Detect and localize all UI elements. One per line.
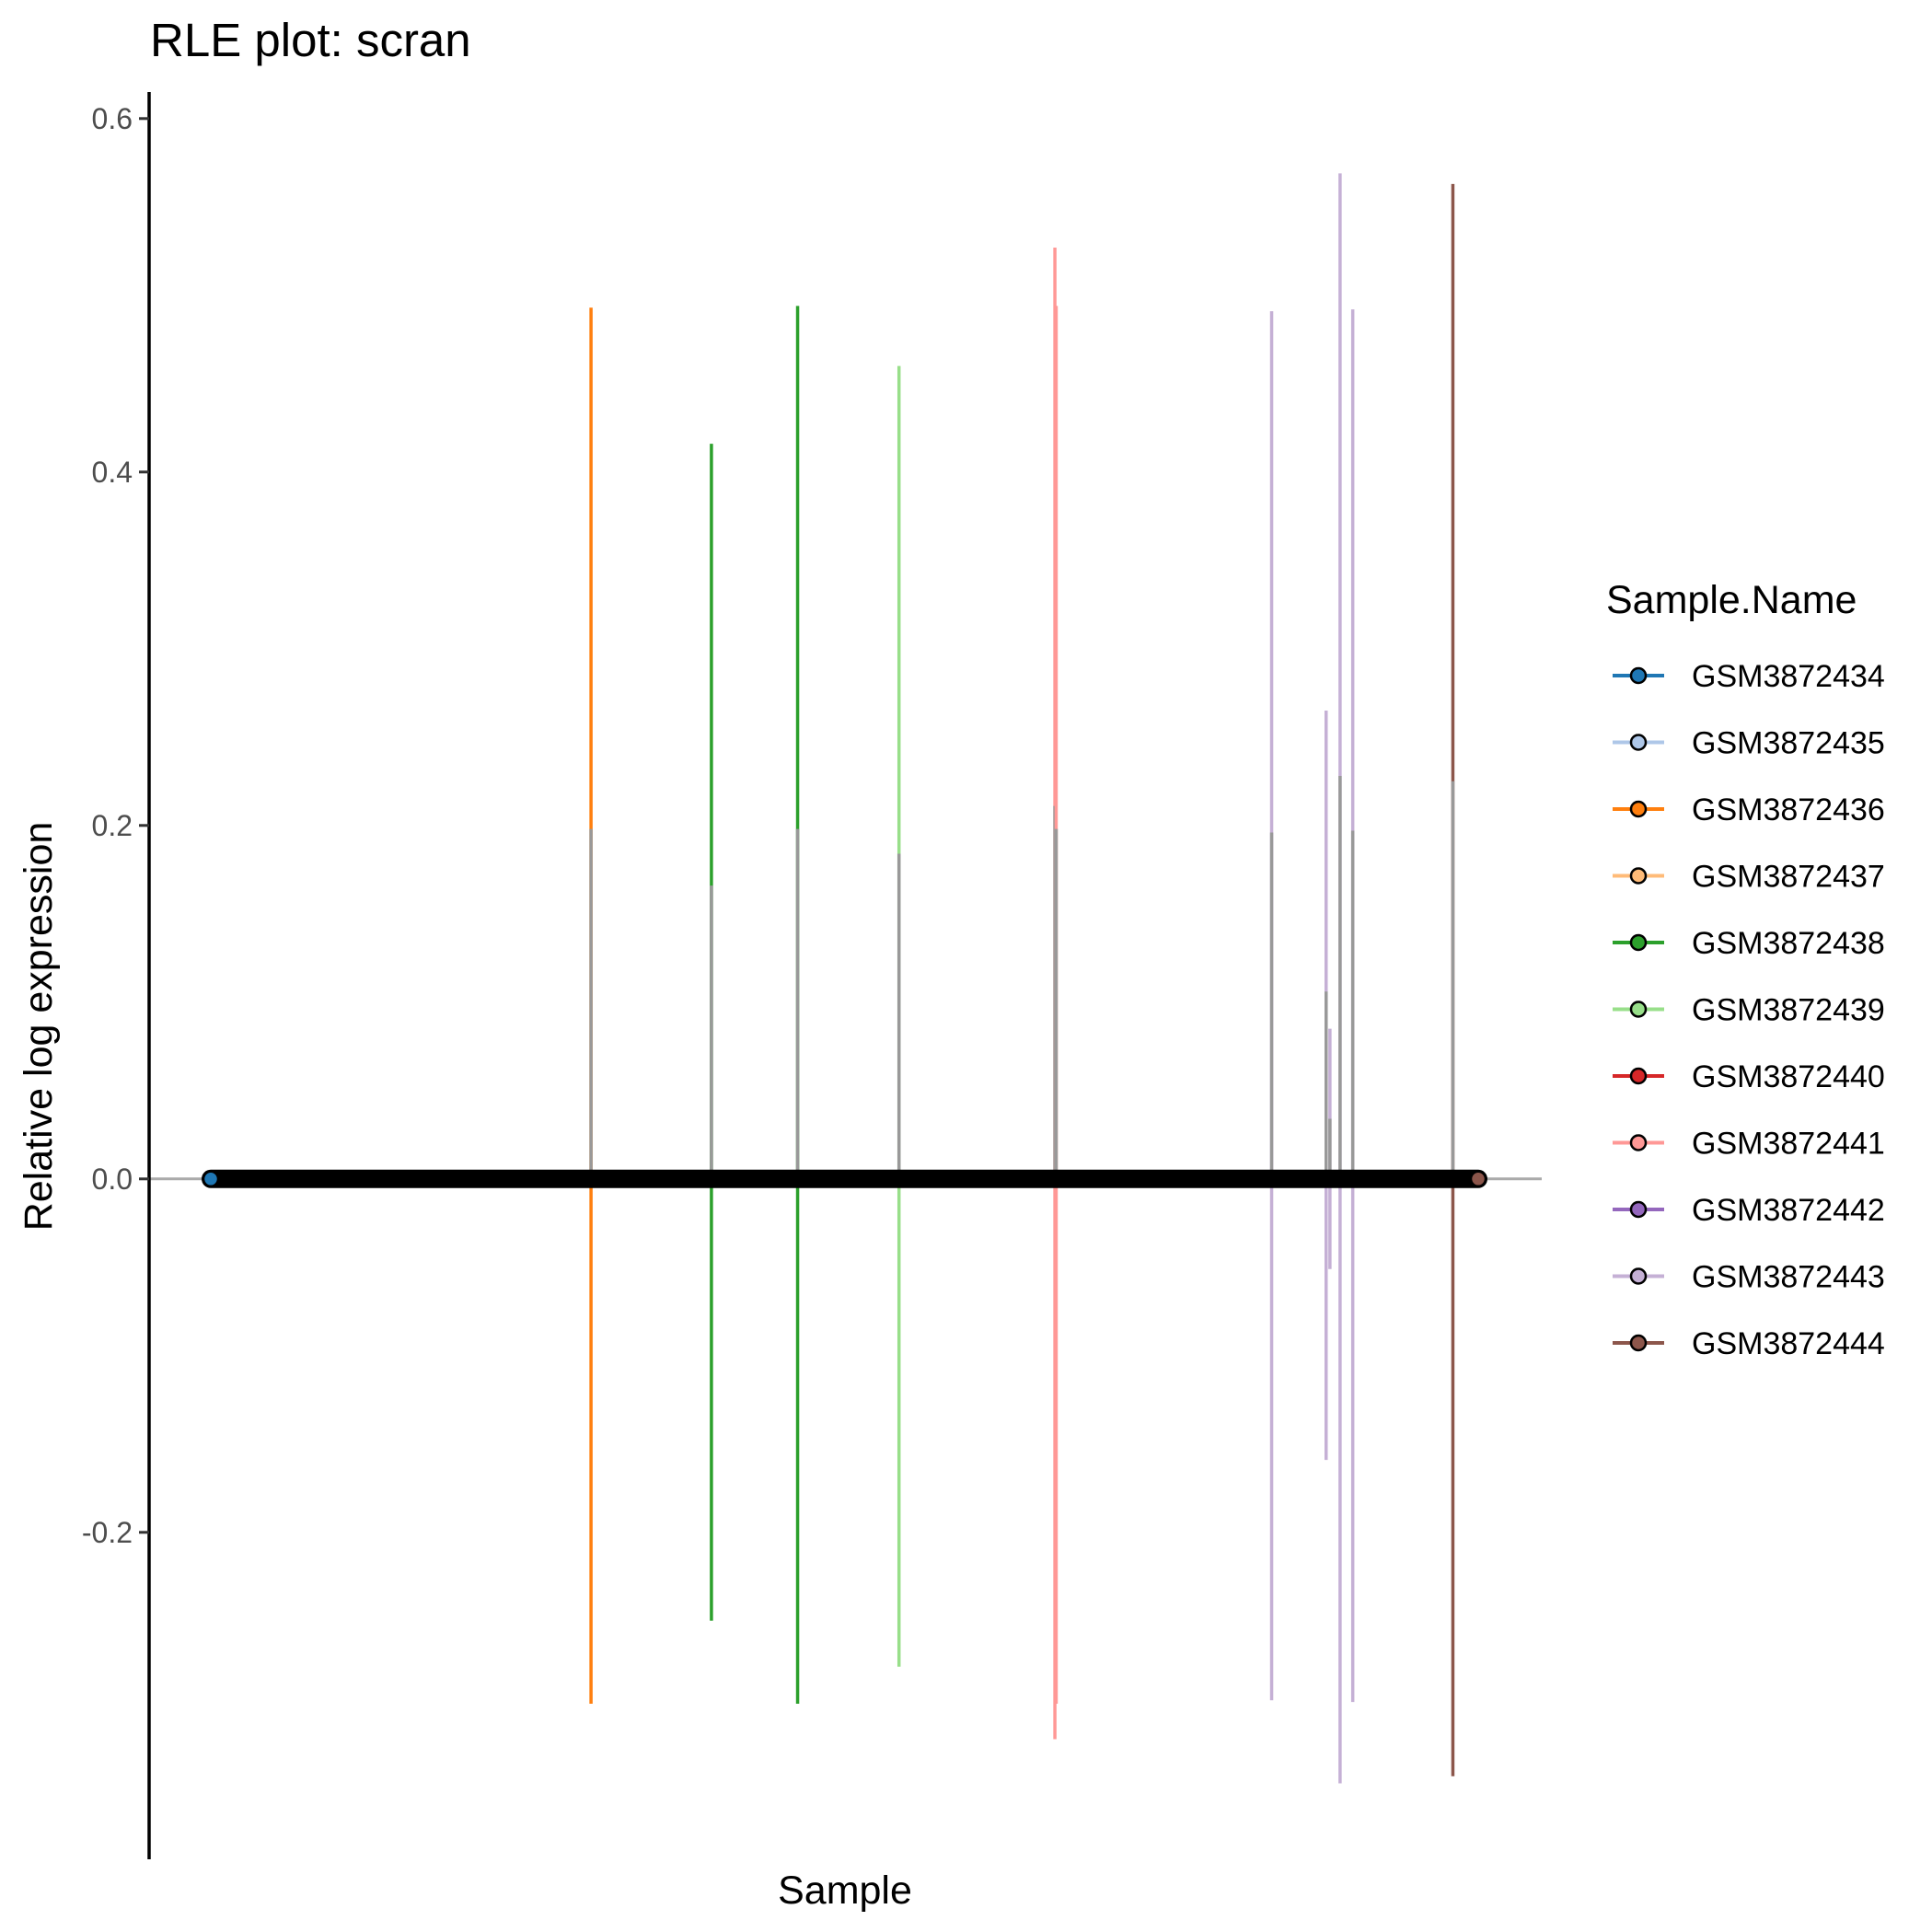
legend-key-point	[1629, 1067, 1648, 1085]
legend-key-point	[1629, 1267, 1648, 1285]
legend-key-point	[1629, 1134, 1648, 1151]
legend-key-point	[1629, 933, 1648, 952]
y-axis-title: Relative log expression	[17, 822, 61, 1232]
legend-title: Sample.Name	[1606, 578, 1857, 622]
y-tick-label: 0.0	[92, 1163, 133, 1196]
legend-label: GSM3872437	[1692, 860, 1885, 895]
legend-label: GSM3872435	[1692, 726, 1885, 761]
legend-key-point	[1629, 1200, 1648, 1219]
legend-label: GSM3872442	[1692, 1193, 1885, 1228]
legend-key-point	[1629, 867, 1648, 885]
y-tick-label: -0.2	[82, 1516, 133, 1549]
legend-key-point	[1629, 1001, 1648, 1018]
y-tick-label: 0.6	[92, 102, 133, 135]
legend: Sample.Name GSM3872434 GSM3872435 GSM38724…	[1606, 578, 1885, 1361]
legend-label: GSM3872438	[1692, 926, 1885, 961]
plot-area	[149, 173, 1542, 1784]
legend-label: GSM3872441	[1692, 1127, 1885, 1162]
legend-label: GSM3872440	[1692, 1059, 1885, 1094]
chart-title: RLE plot: scran	[150, 14, 471, 66]
legend-key-point	[1629, 800, 1648, 818]
legend-key-point	[1629, 1334, 1648, 1352]
legend-key-point	[1629, 734, 1648, 751]
legend-label: GSM3872439	[1692, 993, 1885, 1028]
legend-label: GSM3872436	[1692, 792, 1885, 827]
legend-key-point	[1629, 666, 1648, 685]
median-point	[1469, 1170, 1487, 1188]
y-tick-label: 0.4	[92, 456, 133, 489]
legend-label: GSM3872443	[1692, 1260, 1885, 1295]
median-point	[202, 1170, 220, 1188]
y-axis: -0.2 0.0 0.2 0.4 0.6	[82, 92, 151, 1859]
legend-label: GSM3872434	[1692, 659, 1885, 694]
legend-label: GSM3872444	[1692, 1326, 1885, 1361]
y-tick-label: 0.2	[92, 809, 133, 842]
x-axis-title: Sample	[778, 1868, 912, 1913]
